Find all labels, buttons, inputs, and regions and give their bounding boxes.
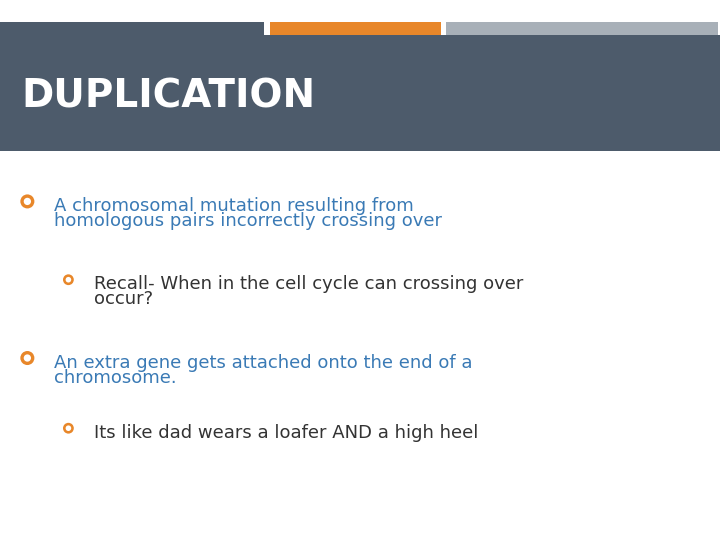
Text: Recall- When in the cell cycle can crossing over: Recall- When in the cell cycle can cross…	[94, 275, 523, 293]
Ellipse shape	[63, 274, 74, 285]
Ellipse shape	[66, 426, 71, 431]
Text: occur?: occur?	[94, 291, 153, 308]
Ellipse shape	[24, 354, 31, 362]
Bar	[270, 22, 441, 35]
Text: An extra gene gets attached onto the end of a: An extra gene gets attached onto the end…	[54, 354, 472, 372]
Ellipse shape	[20, 351, 35, 365]
Bar	[446, 22, 718, 35]
Ellipse shape	[63, 423, 74, 434]
Text: chromosome.: chromosome.	[54, 369, 176, 387]
Text: Its like dad wears a loafer AND a high heel: Its like dad wears a loafer AND a high h…	[94, 424, 478, 442]
Bar	[0, 22, 264, 35]
Ellipse shape	[66, 277, 71, 282]
Text: A chromosomal mutation resulting from: A chromosomal mutation resulting from	[54, 197, 414, 215]
Text: homologous pairs incorrectly crossing over: homologous pairs incorrectly crossing ov…	[54, 212, 442, 230]
Ellipse shape	[20, 194, 35, 208]
Bar	[0, 35, 720, 151]
Ellipse shape	[24, 198, 31, 205]
Text: DUPLICATION: DUPLICATION	[22, 77, 316, 115]
